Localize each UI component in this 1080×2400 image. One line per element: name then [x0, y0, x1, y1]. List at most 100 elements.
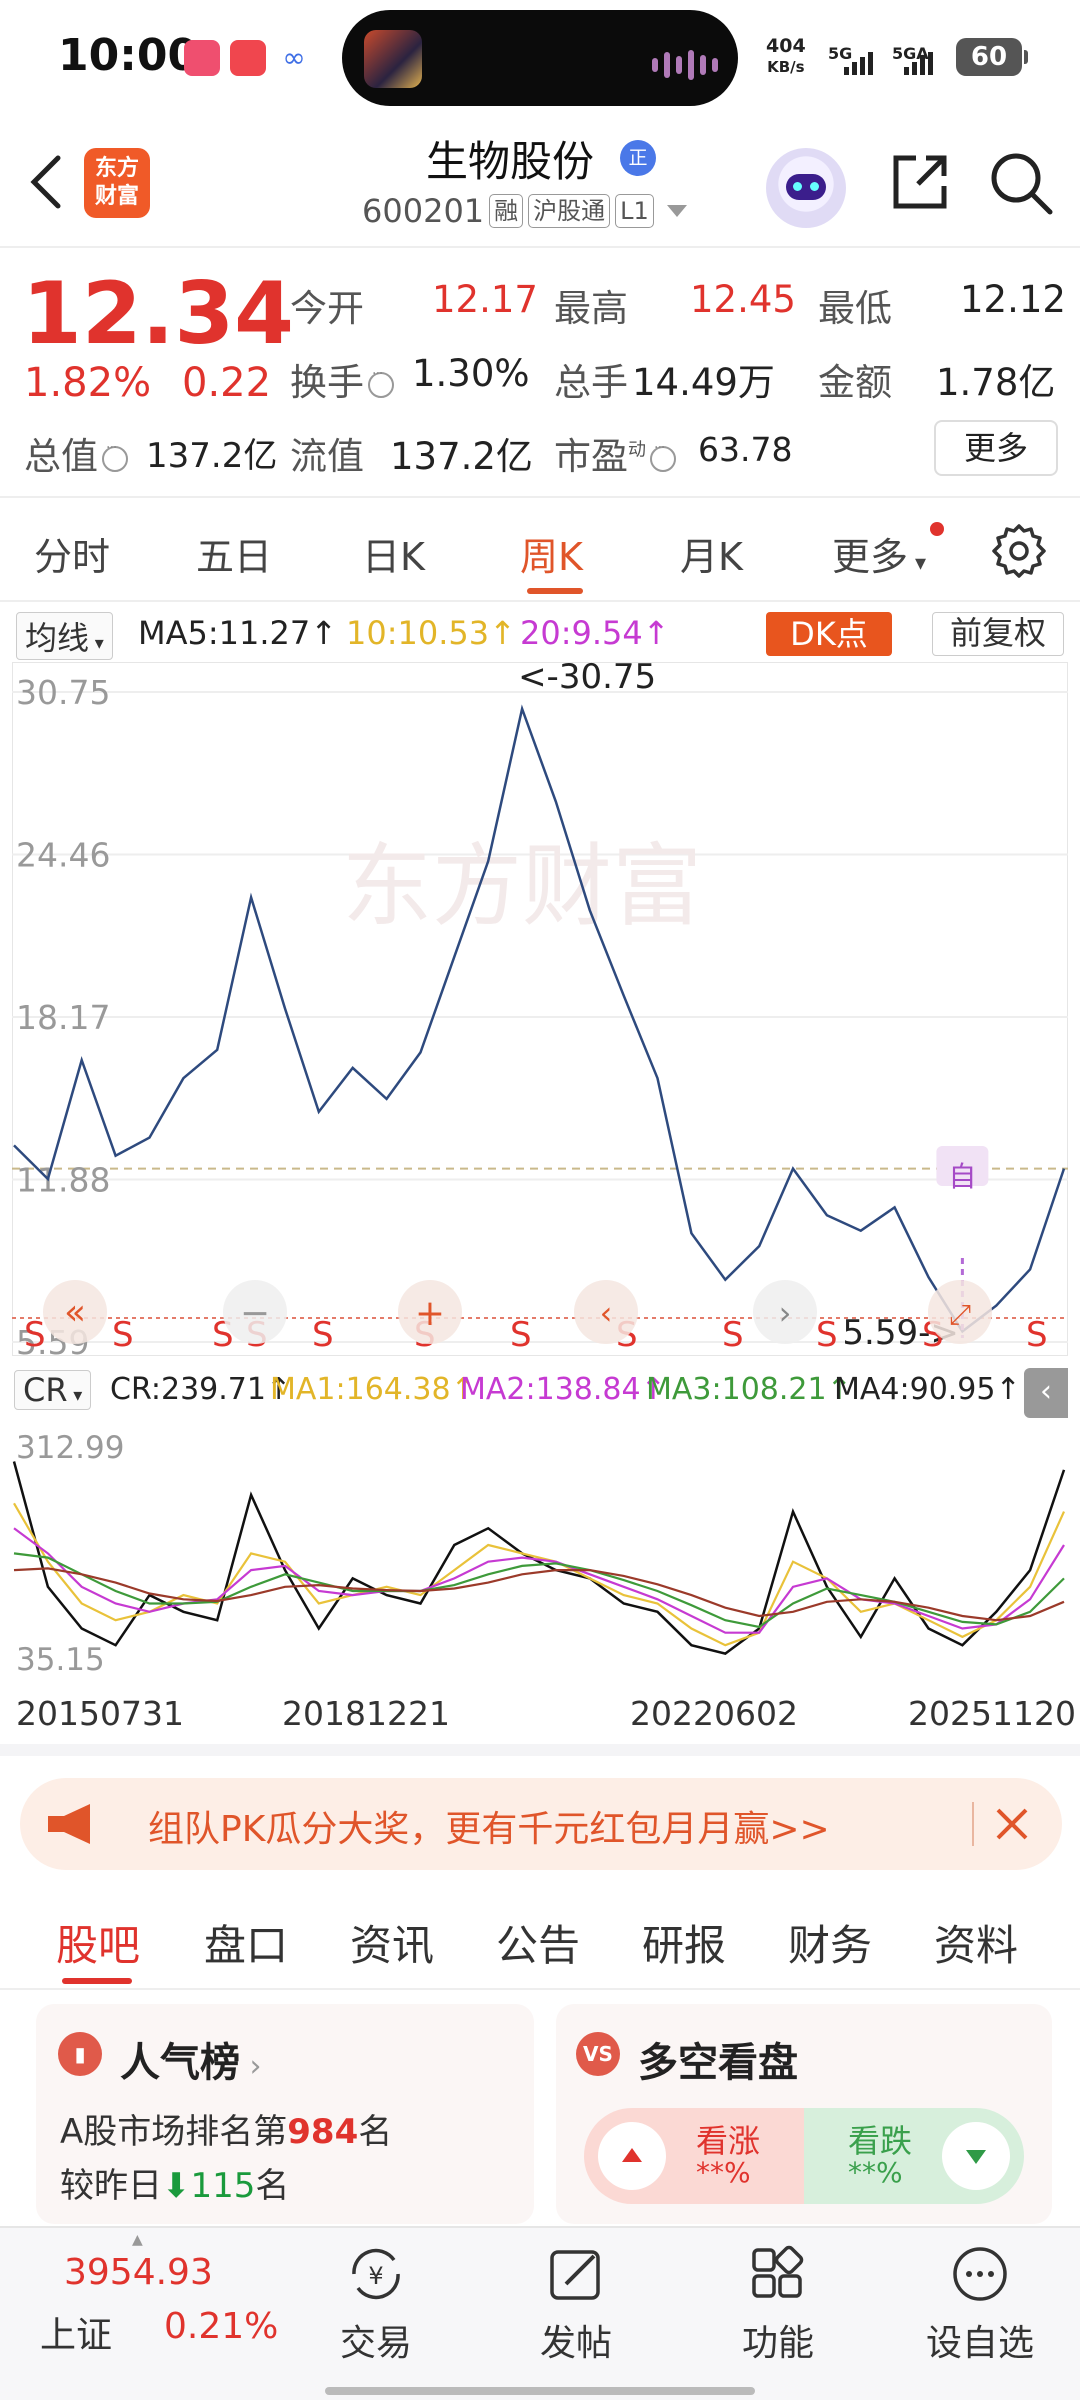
tab-five-day[interactable]: 五日 — [196, 535, 273, 579]
cr-indicator-chart[interactable]: 312.99 35.15 — [12, 1420, 1068, 1674]
grid-icon — [752, 2245, 804, 2298]
ai-assistant-icon[interactable] — [766, 148, 846, 228]
tab-monthly-k[interactable]: 月K — [680, 535, 743, 579]
self-select-badge[interactable] — [936, 1146, 989, 1186]
volume-label: 总手 — [554, 361, 628, 404]
y-tick-label: 11.88 — [16, 1161, 110, 1200]
svg-text:›: › — [779, 1294, 792, 1332]
open-value: 12.17 — [432, 278, 538, 321]
media-island[interactable] — [342, 10, 738, 106]
low-value: 12.12 — [960, 278, 1066, 321]
collapse-panel-icon[interactable]: ‹ — [1024, 1368, 1068, 1418]
zoom-out-icon[interactable] — [43, 1280, 107, 1344]
fullscreen-icon[interactable] — [928, 1280, 992, 1344]
popularity-card[interactable]: ▮ 人气榜 › A股市场排名第984名 较昨日⬇115名 — [36, 2004, 534, 2224]
tab-research[interactable]: 研报 — [642, 1921, 727, 1970]
gear-icon[interactable] — [990, 522, 1048, 580]
promo-banner[interactable]: 组队PK瓜分大奖，更有千元红包月月赢>> — [20, 1778, 1062, 1870]
infinity-icon: ∞ — [282, 41, 306, 74]
nav-post[interactable]: 发帖 — [506, 2244, 646, 2366]
info-icon[interactable] — [102, 440, 128, 472]
info-icon[interactable] — [650, 440, 676, 472]
close-icon[interactable] — [992, 1804, 1032, 1844]
index-value: 3954.93 — [64, 2252, 213, 2293]
signal-icon — [904, 52, 933, 75]
high-value: 12.45 — [690, 278, 796, 321]
sub-indicator-selector[interactable]: CR ▾ — [14, 1370, 92, 1410]
svg-text:«: « — [64, 1292, 86, 1333]
tab-forum[interactable]: 股吧 — [56, 1921, 141, 1970]
edit-icon — [550, 2250, 600, 2300]
dk-point-button[interactable]: DK点 — [766, 612, 892, 656]
arrow-down-icon: ⬇ — [162, 2166, 191, 2206]
cr-ma2-value: MA2:138.84↑ — [460, 1372, 666, 1407]
nav-trade[interactable]: ¥ 交易 — [306, 2244, 446, 2366]
chevron-down-icon — [666, 205, 687, 217]
status-bar: 10:00 ∞ 404 KB/s 5G 5GA 60 — [0, 0, 1080, 112]
home-indicator[interactable] — [325, 2387, 755, 2395]
tab-weekly-k[interactable]: 周K — [520, 535, 583, 579]
tab-daily-k[interactable]: 日K — [362, 535, 425, 579]
pan-right-icon[interactable] — [753, 1280, 817, 1344]
bear-vote-button[interactable]: 看跌 **% — [804, 2108, 1024, 2204]
nav-features[interactable]: 功能 — [708, 2244, 848, 2366]
more-quote-button[interactable]: 更多 — [934, 420, 1058, 476]
cr-ma1-value: MA1:164.38↑ — [270, 1372, 476, 1407]
cr-series-cr — [12, 1461, 1066, 1655]
caret-up-icon: ▲ — [132, 2232, 143, 2248]
bull-vote-button[interactable]: 看涨 **% — [584, 2108, 804, 2204]
svg-text:−: − — [240, 1293, 270, 1334]
verified-badge: 正 — [620, 140, 656, 176]
plus-icon[interactable] — [398, 1280, 462, 1344]
indicator-selector[interactable]: 均线 ▾ — [16, 612, 113, 660]
date-tick: 20150731 — [16, 1694, 184, 1733]
date-tick: 20251120 — [908, 1694, 1076, 1733]
info-icon[interactable] — [368, 366, 394, 398]
back-icon[interactable] — [22, 152, 72, 212]
tab-profile[interactable]: 资料 — [934, 1921, 1019, 1970]
pan-left-icon[interactable] — [574, 1280, 638, 1344]
sell-marker: S — [510, 1315, 532, 1355]
minus-icon[interactable] — [223, 1280, 287, 1344]
tab-more[interactable]: 更多 ▾ — [832, 535, 927, 579]
sell-marker: S — [816, 1315, 838, 1355]
bottom-nav: ▲ 3954.93 上证 0.21% ¥ 交易 发帖 功能 设自选 — [0, 2226, 1080, 2400]
stock-code-row[interactable]: 600201 融 沪股通 L1 — [362, 192, 687, 230]
tab-financials[interactable]: 财务 — [788, 1921, 873, 1970]
tag-margin: 融 — [489, 194, 524, 228]
card-title: 多空看盘 — [638, 2040, 798, 2086]
stock-code: 600201 — [362, 192, 485, 230]
cr-series-ma1 — [13, 1502, 1066, 1647]
stock-name: 生物股份 — [425, 137, 594, 186]
share-icon[interactable] — [888, 150, 952, 214]
signal-label: 5GA — [892, 44, 929, 63]
tag-connect: 沪股通 — [528, 194, 611, 228]
adjust-mode-button[interactable]: 前复权 — [932, 612, 1064, 656]
signal-icon — [844, 52, 873, 75]
rank-change-line: 较昨日⬇115名 — [60, 2166, 290, 2206]
promo-text: 组队PK瓜分大奖，更有千元红包月月赢>> — [148, 1809, 830, 1850]
tab-news[interactable]: 资讯 — [350, 1921, 435, 1970]
trade-icon: ¥ — [352, 2248, 400, 2300]
ma10-value: 10:10.53↑ — [346, 614, 516, 652]
period-tabs: 分时 五日 日K 周K 月K 更多 ▾ — [0, 500, 1080, 602]
bear-label: 看跌 — [848, 2122, 913, 2160]
svg-text:¥: ¥ — [368, 2262, 383, 2290]
nav-add-watchlist[interactable]: 设自选 — [910, 2244, 1050, 2366]
y-tick-label: 18.17 — [16, 998, 110, 1037]
app-notification-icon — [230, 40, 266, 76]
search-icon[interactable] — [988, 150, 1054, 216]
signal-label: 5G — [828, 44, 853, 63]
album-thumbnail — [364, 30, 422, 88]
sell-marker: S — [112, 1315, 134, 1355]
cr-legend-row: CR ▾ CR:239.71↑ MA1:164.38↑ MA2:138.84↑ … — [0, 1364, 1080, 1420]
quote-panel: 12.34 1.82% 0.22 今开 12.17 最高 12.45 最低 12… — [0, 250, 1080, 498]
tab-orderbook[interactable]: 盘口 — [204, 1921, 289, 1970]
tab-announcements[interactable]: 公告 — [496, 1921, 581, 1970]
network-speed: 404 KB/s — [766, 35, 806, 77]
rank-line: A股市场排名第984名 — [60, 2112, 393, 2152]
notification-dot — [930, 522, 944, 536]
tab-intraday[interactable]: 分时 — [34, 535, 111, 579]
index-ticker[interactable]: ▲ 3954.93 上证 0.21% — [36, 2228, 278, 2388]
